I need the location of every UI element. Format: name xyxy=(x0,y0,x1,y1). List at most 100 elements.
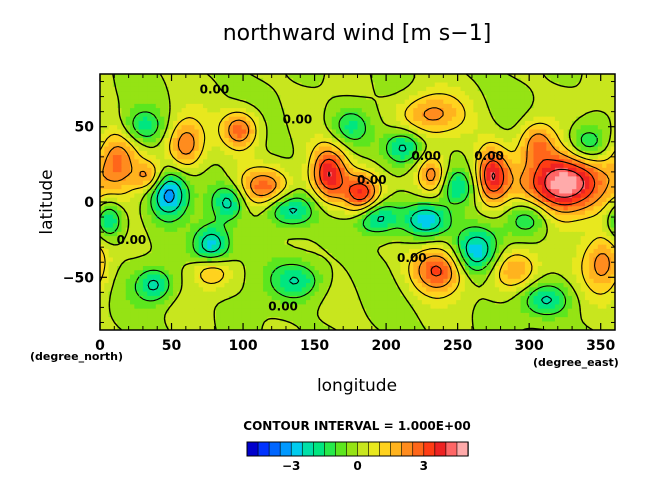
heatmap-cell xyxy=(211,129,217,135)
heatmap-cell xyxy=(151,138,157,143)
heatmap-cell xyxy=(130,150,135,156)
heatmap-cell xyxy=(374,163,380,169)
heatmap-cell xyxy=(610,210,615,216)
heatmap-cell xyxy=(336,248,341,254)
heatmap-cell xyxy=(190,74,196,79)
heatmap-cell xyxy=(297,180,303,186)
heatmap-cell xyxy=(486,120,492,126)
heatmap-cell xyxy=(323,223,329,229)
heatmap-cell xyxy=(477,180,483,186)
heatmap-cell xyxy=(275,150,281,156)
heatmap-cell xyxy=(318,108,324,113)
heatmap-cell xyxy=(293,142,299,148)
heatmap-cell xyxy=(589,219,595,224)
heatmap-cell xyxy=(366,138,371,143)
heatmap-cell xyxy=(584,189,590,195)
chart-title: northward wind [m s−1] xyxy=(223,21,492,46)
heatmap-cell xyxy=(477,138,483,143)
heatmap-cell xyxy=(537,159,543,165)
heatmap-cell xyxy=(207,163,213,169)
heatmap-cell xyxy=(464,82,470,88)
heatmap-cell xyxy=(606,129,612,135)
heatmap-cell xyxy=(447,184,453,190)
heatmap-cell xyxy=(353,197,359,203)
heatmap-cell xyxy=(589,120,595,126)
heatmap-cell xyxy=(224,184,230,190)
heatmap-cell xyxy=(503,108,509,113)
heatmap-cell xyxy=(275,189,281,195)
heatmap-cell xyxy=(327,163,333,169)
heatmap-cell xyxy=(336,112,341,118)
heatmap-cell xyxy=(108,231,114,237)
heatmap-cell xyxy=(160,189,165,195)
heatmap-cell xyxy=(237,210,243,216)
heatmap-cell xyxy=(336,176,341,182)
heatmap-cell xyxy=(130,214,135,220)
heatmap-cell xyxy=(413,244,419,250)
heatmap-cell xyxy=(340,184,346,190)
heatmap-cell xyxy=(215,202,221,207)
heatmap-cell xyxy=(100,240,105,246)
heatmap-cell xyxy=(516,108,522,113)
heatmap-cell xyxy=(318,180,324,186)
heatmap-cell xyxy=(499,82,505,88)
heatmap-cell xyxy=(181,120,187,126)
heatmap-cell xyxy=(584,82,590,88)
heatmap-cell xyxy=(537,103,543,109)
heatmap-cell xyxy=(439,206,444,212)
heatmap-cell xyxy=(589,78,595,84)
heatmap-cell xyxy=(559,99,565,105)
heatmap-cell xyxy=(121,197,127,203)
heatmap-cell xyxy=(301,244,307,250)
heatmap-cell xyxy=(533,214,539,220)
heatmap-cell xyxy=(559,91,565,96)
heatmap-cell xyxy=(456,116,462,122)
heatmap-cell xyxy=(310,142,316,148)
heatmap-cell xyxy=(121,91,127,96)
heatmap-cell xyxy=(331,142,337,148)
heatmap-cell xyxy=(198,86,204,92)
heatmap-cell xyxy=(138,193,144,199)
heatmap-cell xyxy=(327,244,333,250)
heatmap-cell xyxy=(228,138,234,143)
heatmap-cell xyxy=(331,103,337,109)
heatmap-cell xyxy=(168,86,174,92)
heatmap-cell xyxy=(172,129,178,135)
heatmap-cell xyxy=(138,138,144,143)
heatmap-cell xyxy=(168,95,174,101)
heatmap-cell xyxy=(473,219,479,224)
heatmap-cell xyxy=(576,193,582,199)
heatmap-cell xyxy=(275,116,281,122)
heatmap-cell xyxy=(100,176,105,182)
heatmap-cell xyxy=(121,150,127,156)
heatmap-cell xyxy=(323,129,329,135)
heatmap-cell xyxy=(383,197,389,203)
heatmap-cell xyxy=(529,133,535,139)
heatmap-cell xyxy=(409,236,414,241)
heatmap-cell xyxy=(378,82,384,88)
heatmap-cell xyxy=(241,227,247,233)
heatmap-cell xyxy=(263,240,268,246)
heatmap-cell xyxy=(520,129,526,135)
heatmap-cell xyxy=(533,155,539,160)
heatmap-cell xyxy=(288,214,294,220)
heatmap-cell xyxy=(348,206,354,212)
heatmap-cell xyxy=(580,231,586,237)
heatmap-cell xyxy=(370,206,376,212)
heatmap-cell xyxy=(224,125,230,131)
heatmap-cell xyxy=(190,91,196,96)
heatmap-cell xyxy=(520,116,526,122)
heatmap-cell xyxy=(194,86,200,92)
heatmap-cell xyxy=(134,240,140,246)
heatmap-cell xyxy=(374,197,380,203)
heatmap-cell xyxy=(310,133,316,139)
heatmap-cell xyxy=(374,223,380,229)
heatmap-cell xyxy=(203,240,208,246)
heatmap-cell xyxy=(138,120,144,126)
heatmap-cell xyxy=(490,244,496,250)
heatmap-cell xyxy=(426,184,432,190)
heatmap-cell xyxy=(293,78,299,84)
heatmap-cell xyxy=(108,129,114,135)
heatmap-cell xyxy=(378,103,384,109)
heatmap-cell xyxy=(516,180,522,186)
